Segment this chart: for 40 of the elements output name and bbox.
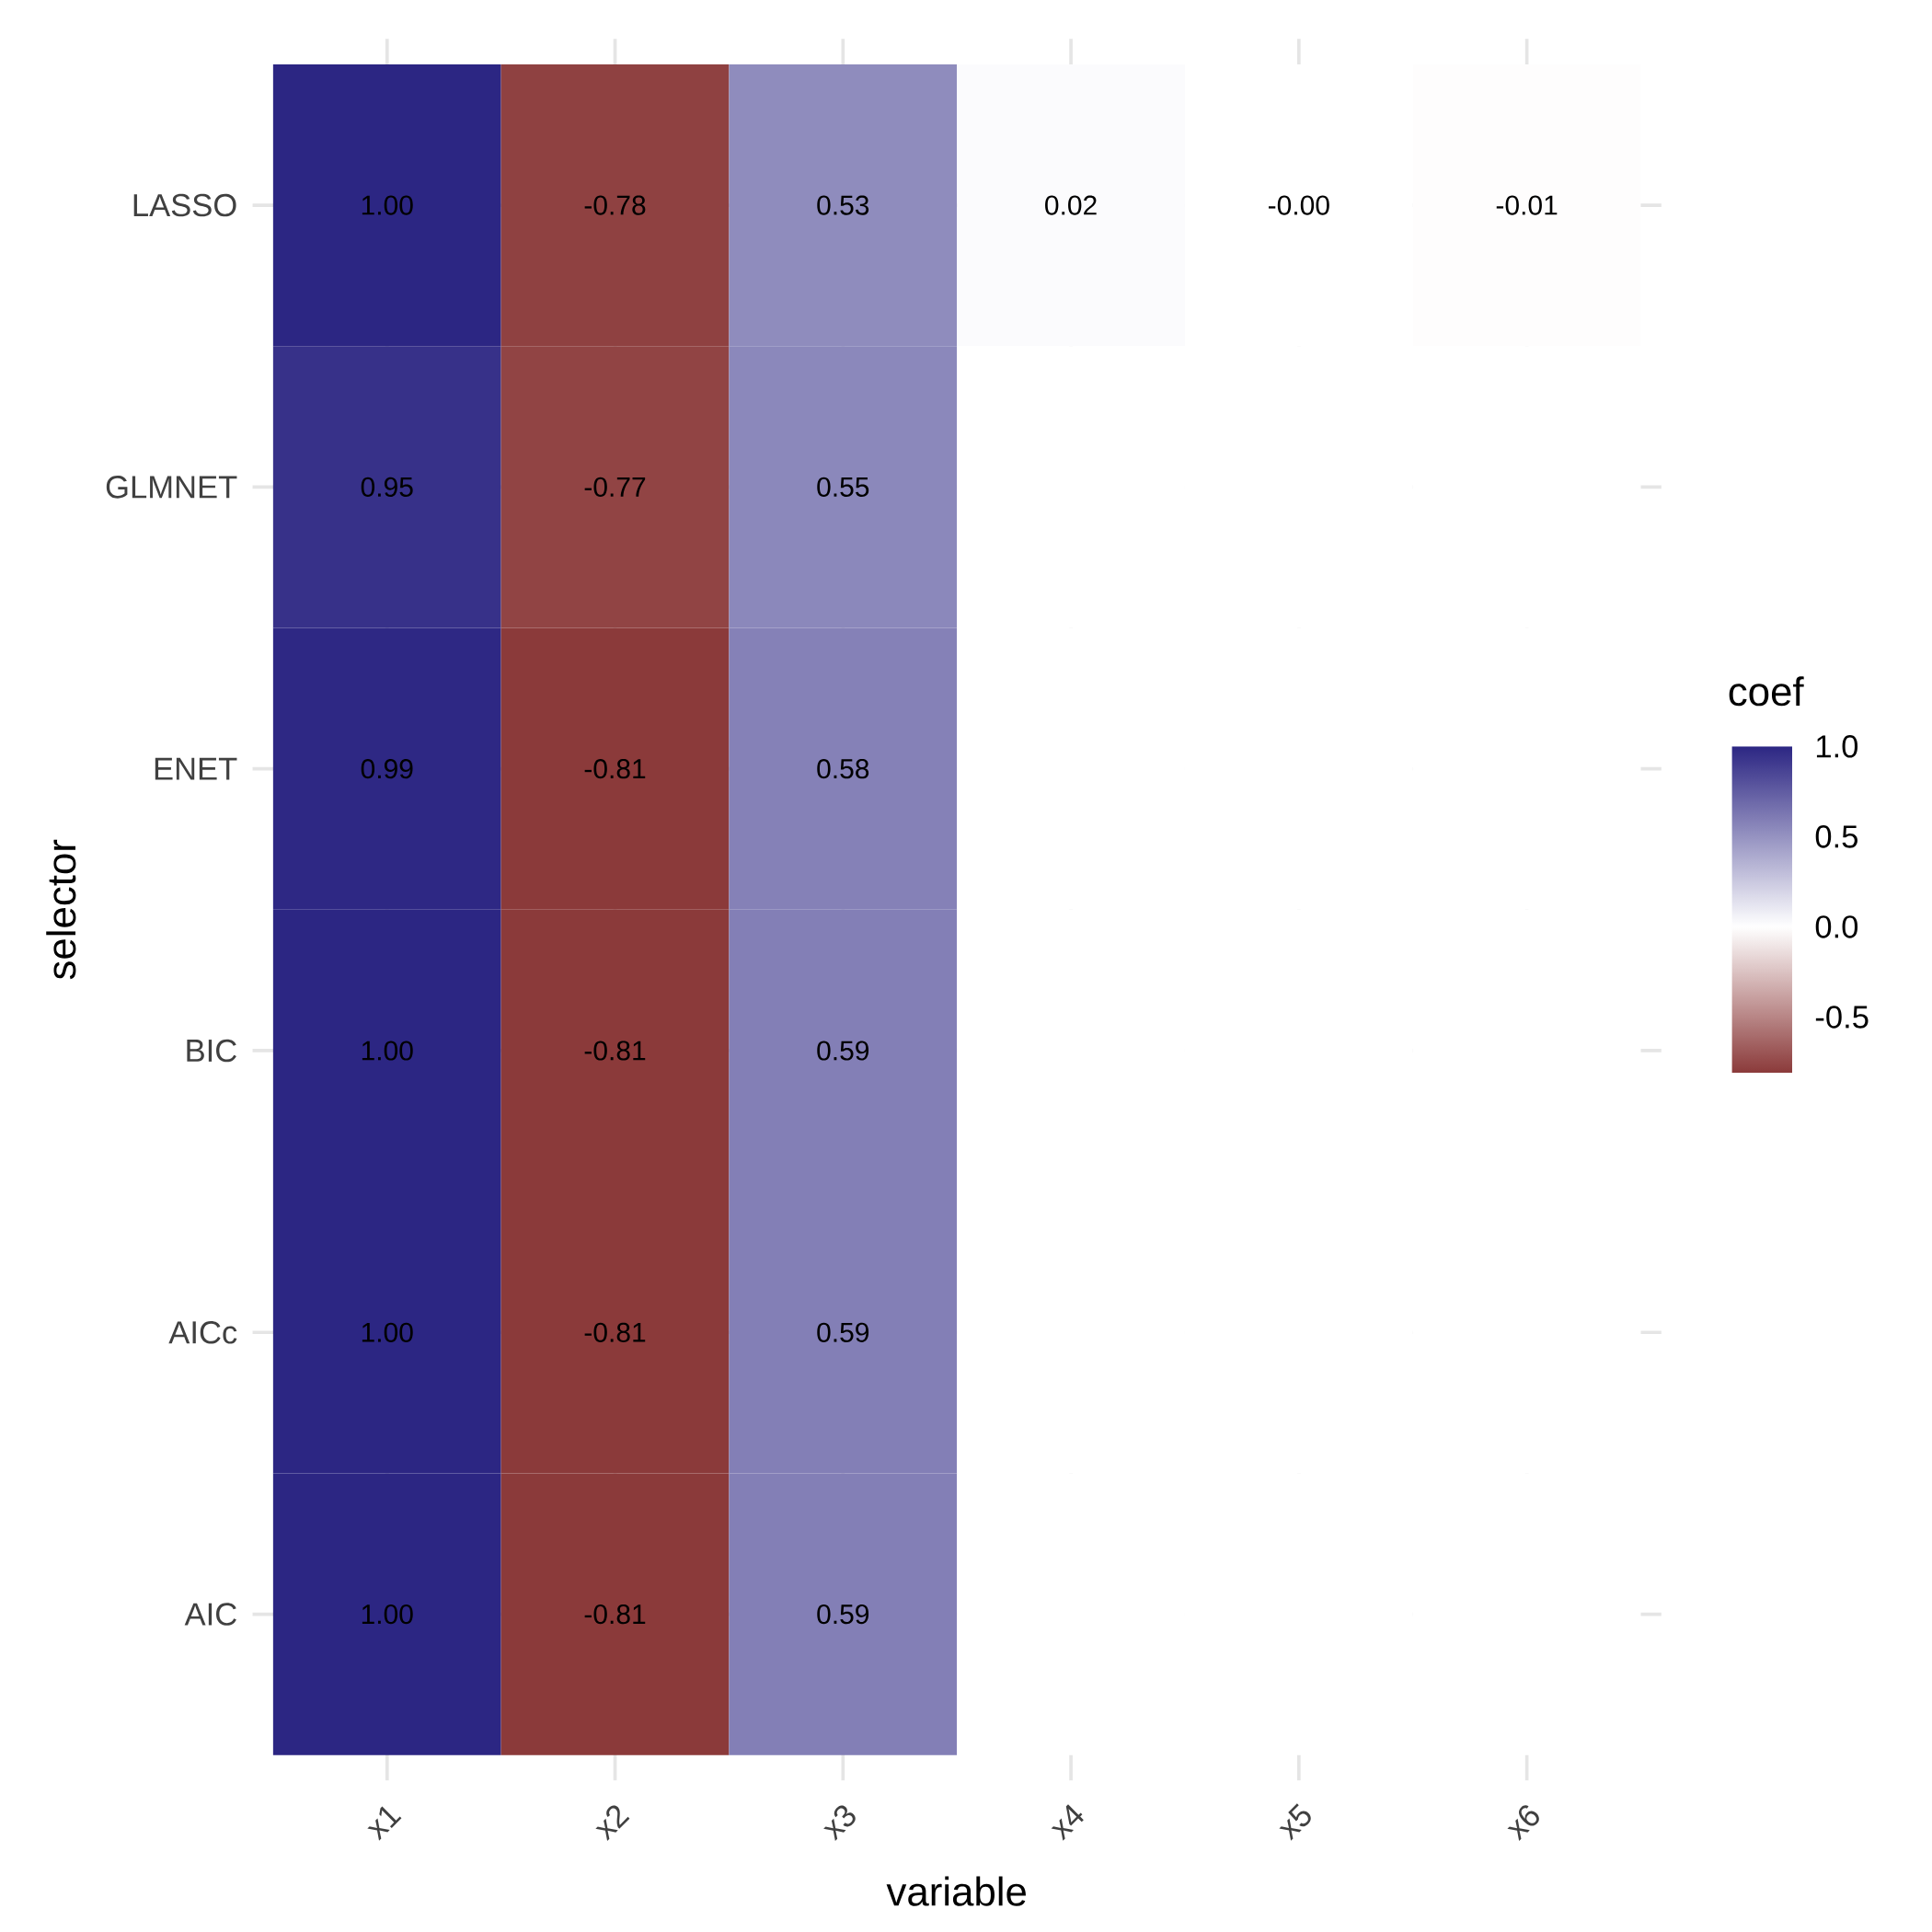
x-tick-label: x3 bbox=[823, 1805, 856, 1841]
data-label: 0.02 bbox=[1045, 195, 1097, 215]
data-label: 0.59 bbox=[817, 1322, 869, 1342]
data-label: -0.00 bbox=[1268, 195, 1329, 215]
data-label: 0.55 bbox=[817, 477, 869, 497]
color-bar-label: 1.0 bbox=[1816, 735, 1858, 758]
x-tick-label: x2 bbox=[595, 1805, 630, 1841]
y-tick-label: BIC bbox=[187, 1039, 236, 1063]
color-bar-label: 0.0 bbox=[1815, 915, 1858, 938]
data-label: 0.99 bbox=[361, 759, 413, 779]
x-tick-label: x1 bbox=[367, 1806, 402, 1841]
data-label: 0.59 bbox=[817, 1604, 869, 1625]
y-axis-title: selector bbox=[46, 839, 76, 980]
data-label: 1.00 bbox=[362, 1322, 413, 1342]
data-label: 1.00 bbox=[362, 1041, 413, 1061]
x-axis-title: variable bbox=[886, 1876, 1026, 1906]
color-bar-label: 0.5 bbox=[1815, 825, 1857, 848]
data-label: 0.58 bbox=[817, 759, 869, 779]
color-bar-title: coef bbox=[1729, 676, 1804, 707]
y-tick-label: ENET bbox=[155, 757, 237, 780]
data-label: -0.81 bbox=[584, 759, 646, 779]
data-label: 0.53 bbox=[817, 195, 869, 215]
data-label: -0.81 bbox=[584, 1322, 646, 1342]
data-label: 1.00 bbox=[362, 195, 413, 215]
data-label: -0.77 bbox=[584, 477, 646, 497]
data-label: 0.59 bbox=[817, 1041, 869, 1061]
data-label: 1.00 bbox=[362, 1604, 413, 1625]
data-label: 0.95 bbox=[361, 477, 413, 497]
x-tick-label: x4 bbox=[1051, 1804, 1084, 1841]
x-tick-label: x6 bbox=[1507, 1805, 1539, 1841]
y-tick-label: AICc bbox=[168, 1321, 237, 1344]
y-tick-label: LASSO bbox=[133, 193, 236, 217]
x-tick-label: x5 bbox=[1279, 1803, 1311, 1841]
color-bar-label: -0.5 bbox=[1815, 1006, 1869, 1029]
data-label: -0.81 bbox=[584, 1604, 646, 1625]
data-label: -0.78 bbox=[584, 195, 646, 215]
y-tick-label: GLMNET bbox=[106, 476, 237, 499]
data-label: -0.01 bbox=[1496, 195, 1558, 215]
data-label: -0.81 bbox=[584, 1041, 646, 1061]
y-tick-label: AIC bbox=[184, 1603, 236, 1626]
